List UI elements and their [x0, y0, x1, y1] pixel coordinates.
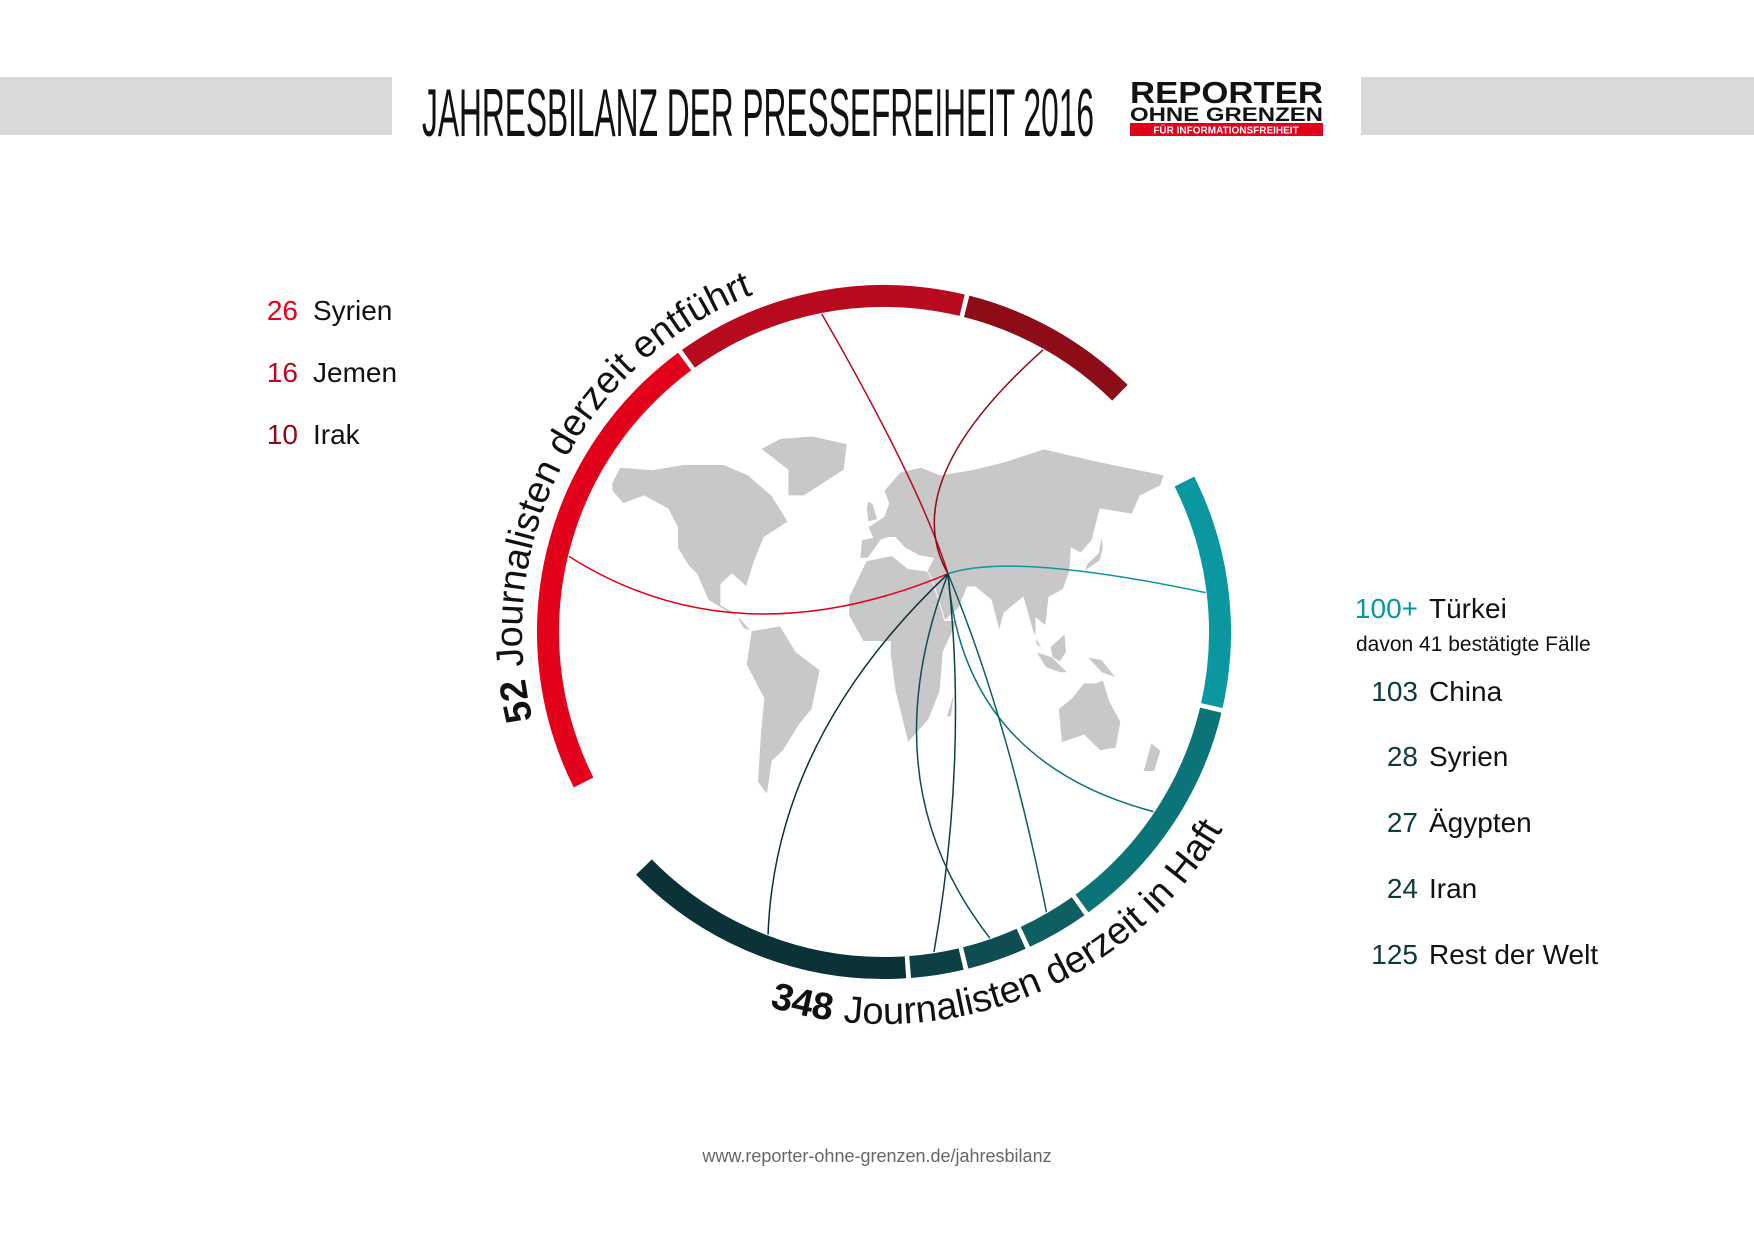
continent: [1083, 534, 1104, 573]
imprisoned-total: 348: [767, 975, 837, 1029]
continent: [945, 682, 957, 718]
legend-note: davon 41 bestätigte Fälle: [1356, 633, 1591, 656]
legend-value: 16: [267, 357, 298, 388]
connection-line: [947, 565, 1206, 594]
header-bar-right: [1361, 77, 1754, 135]
arc-segment: [682, 285, 965, 368]
connection-line: [947, 573, 1154, 813]
legend-country: Rest der Welt: [1429, 939, 1598, 970]
continent: [745, 625, 821, 796]
continent: [865, 500, 879, 523]
arc-segment: [537, 352, 692, 788]
legend-country: China: [1429, 676, 1503, 707]
continent: [1142, 742, 1162, 772]
legends: 26 Syrien 16 Jemen 10 Irak 100+ Türkei davon 41 …: [267, 295, 1598, 970]
arc-segment: [1075, 707, 1222, 913]
connection-line: [933, 349, 1044, 575]
world-map: [611, 435, 1165, 796]
logo-line1: REPORTER: [1130, 75, 1323, 110]
arc-segment: [962, 928, 1026, 969]
continent: [1027, 638, 1069, 673]
continent: [848, 555, 959, 744]
continent: [1086, 656, 1118, 679]
kidnapped-total: 52: [492, 677, 541, 727]
header-bar-left: [0, 77, 392, 135]
arcs: [537, 285, 1231, 979]
legend-value: 28: [1387, 741, 1418, 772]
legend-value: 125: [1371, 939, 1418, 970]
logo-bar: [1130, 123, 1323, 136]
continent: [611, 464, 789, 632]
legend-country: Syrien: [1429, 741, 1508, 772]
continent: [1049, 632, 1067, 663]
legend-country: Iran: [1429, 873, 1477, 904]
legend-value: 26: [267, 295, 298, 326]
continent: [760, 435, 848, 497]
legend-country: Jemen: [313, 357, 397, 388]
title: JAHRESBILANZ DER PRESSEFREIHEIT 2016: [422, 75, 1094, 151]
connection-line: [568, 555, 949, 615]
arc-segment: [963, 295, 1128, 401]
imprisoned-caption-path: 348 Journalisten derzeit in Haft: [767, 812, 1231, 1033]
legend-country: Irak: [313, 419, 361, 450]
legend-country: Syrien: [313, 295, 392, 326]
imprisoned-caption: 348 Journalisten derzeit in Haft: [767, 812, 1231, 1033]
legend-value: 100+: [1355, 593, 1418, 624]
connection-line: [947, 573, 1048, 913]
legend-value: 24: [1387, 873, 1418, 904]
arc-segment: [1020, 897, 1085, 947]
legend-value: 10: [267, 419, 298, 450]
logo-line2: OHNE GRENZEN: [1130, 105, 1323, 126]
continent: [1057, 679, 1122, 752]
arc-segment: [636, 859, 907, 979]
arc-segment: [909, 948, 964, 978]
connection-line: [767, 573, 949, 935]
connection-line: [821, 313, 949, 575]
connection-line: [933, 573, 957, 953]
legend-country: Ägypten: [1429, 807, 1532, 838]
arc-segment: [1174, 476, 1231, 708]
legend-country: Türkei: [1429, 593, 1507, 624]
continent: [859, 448, 1165, 650]
legend-value: 27: [1387, 807, 1418, 838]
logo-tagline: FÜR INFORMATIONSFREIHEIT: [1153, 124, 1298, 137]
connection-lines: [568, 313, 1206, 953]
footer-url: www.reporter-ohne-grenzen.de/jahresbilan…: [701, 1146, 1051, 1166]
legend-value: 103: [1371, 676, 1418, 707]
connection-line: [915, 573, 991, 939]
